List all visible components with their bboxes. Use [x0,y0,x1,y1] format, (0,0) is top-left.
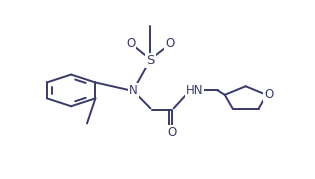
Text: S: S [146,54,155,67]
Text: O: O [168,126,177,139]
Text: N: N [129,84,138,97]
Text: O: O [165,37,175,50]
Text: O: O [264,88,274,101]
Text: O: O [126,37,135,50]
Text: HN: HN [186,84,203,97]
